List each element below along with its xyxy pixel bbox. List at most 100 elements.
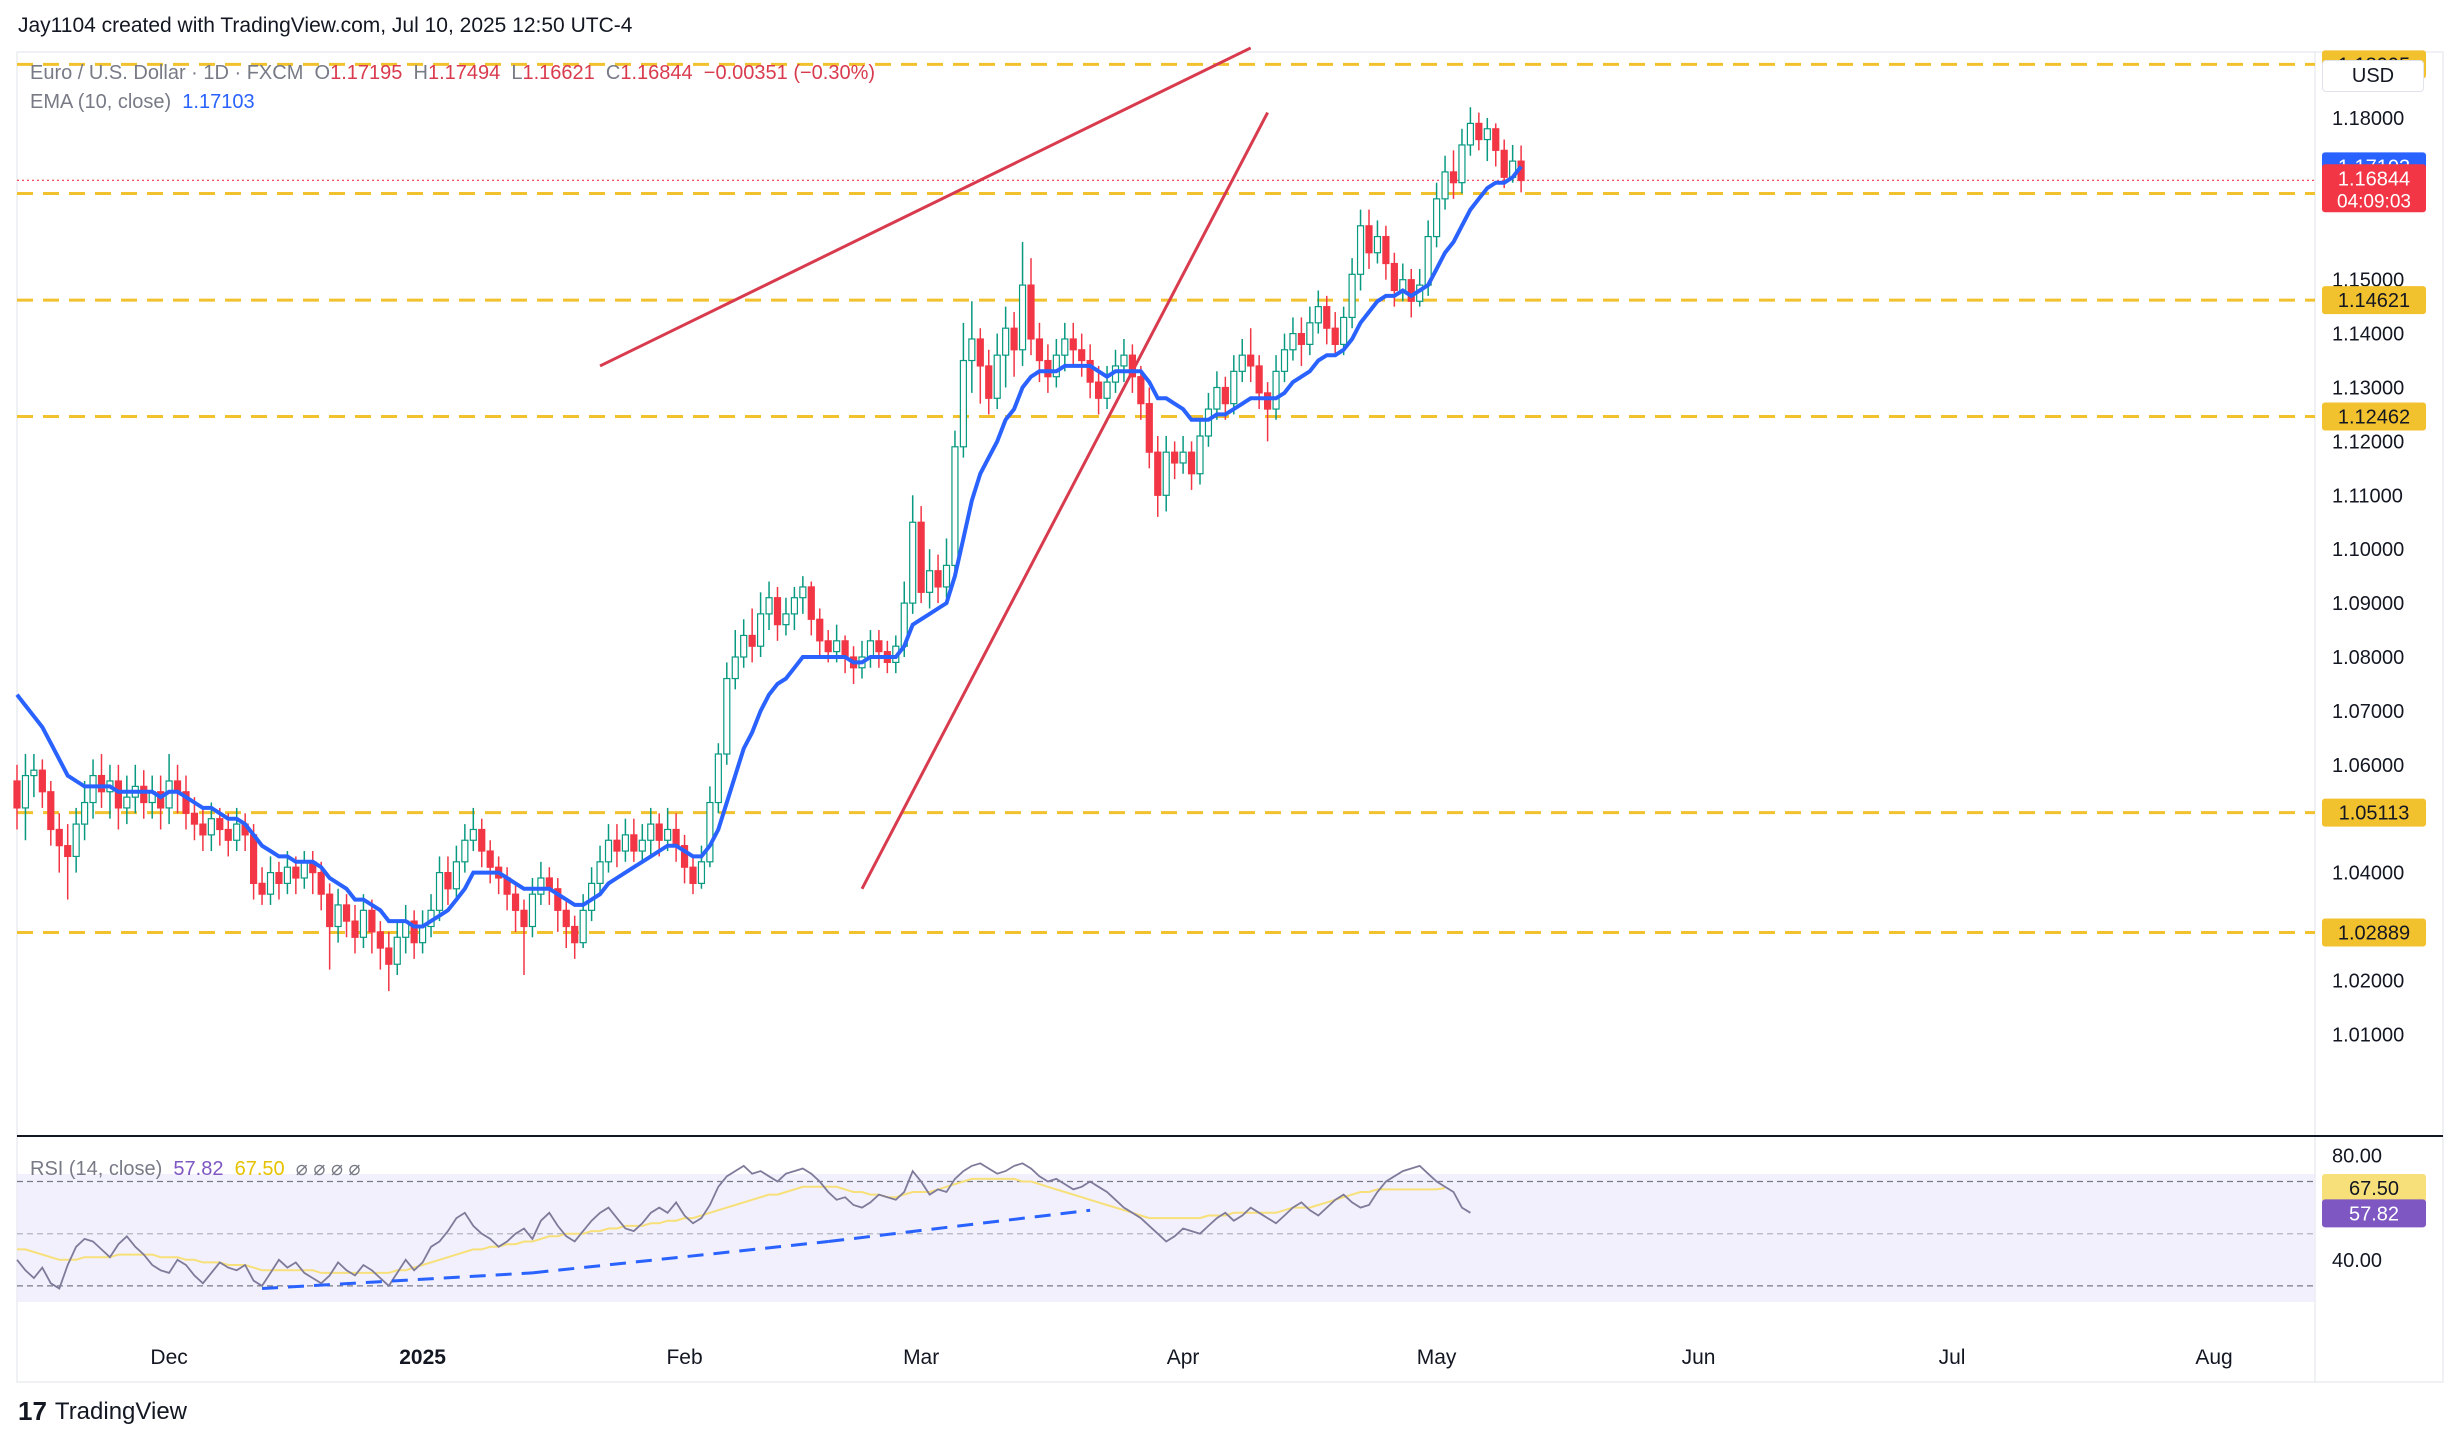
candle-body [917, 521, 925, 593]
candle-body [1458, 144, 1466, 184]
ema-value: 1.17103 [182, 91, 255, 113]
candle-body [1213, 386, 1221, 410]
candle-body [224, 828, 232, 841]
candle-body [486, 850, 494, 868]
candle-body [190, 812, 199, 825]
price-tick-label: 1.09000 [2332, 593, 2404, 615]
candle-body [621, 834, 630, 852]
candle-body [47, 791, 55, 831]
candle-body [613, 839, 621, 852]
price-tick-label: 1.04000 [2332, 863, 2404, 885]
ema-legend[interactable]: EMA (10, close) 1.17103 [30, 91, 255, 114]
candle-body [1340, 316, 1348, 345]
candle-body [266, 871, 275, 895]
candle-body [756, 613, 765, 647]
candle-body [207, 818, 215, 836]
candle-body [528, 893, 537, 928]
rsi-extra: ⌀ ⌀ ⌀ ⌀ [295, 1158, 361, 1180]
close-value: 1.16844 [620, 62, 693, 84]
footer[interactable]: 17 TradingView [18, 1396, 187, 1427]
rsi-label: RSI (14, close) [30, 1158, 163, 1180]
candle-body [1044, 359, 1052, 378]
candle-body [1390, 262, 1398, 292]
candle-body [672, 828, 680, 847]
price-tick-label: 1.11000 [2332, 485, 2403, 507]
candle-body [21, 774, 30, 809]
candle-body [1483, 128, 1491, 141]
candle-body [342, 904, 351, 922]
candle-body [1103, 381, 1111, 399]
candle-body [351, 920, 359, 938]
rsi-legend[interactable]: RSI (14, close) 57.82 67.50 ⌀ ⌀ ⌀ ⌀ [30, 1156, 361, 1181]
candle-body [1432, 198, 1441, 238]
candle-body [157, 791, 165, 809]
candle-body [452, 861, 460, 890]
candle-body [985, 365, 993, 399]
candle-body [790, 597, 799, 615]
candle-body [1128, 354, 1137, 378]
candle-body [630, 834, 638, 852]
rsi-value-tag-bg [2322, 1174, 2426, 1203]
candle-body [1061, 338, 1069, 356]
open-label: O [314, 62, 331, 84]
candle-body [1373, 235, 1382, 254]
candle-body [697, 861, 706, 884]
candle-body [1449, 171, 1458, 184]
candle-body [740, 634, 748, 658]
time-tick-label: Feb [666, 1346, 702, 1369]
candle-body [1162, 451, 1170, 496]
candle-body [520, 909, 528, 928]
symbol-legend[interactable]: Euro / U.S. Dollar · 1D · FXCM O1.17195 … [30, 62, 875, 85]
candle-body [1272, 370, 1280, 410]
candle-body [1407, 279, 1415, 302]
candle-body [250, 834, 258, 884]
tradingview-logo-icon: 17 [18, 1396, 47, 1426]
chart-border [16, 51, 2444, 1383]
time-tick-label: Mar [903, 1346, 939, 1369]
candle-body [664, 828, 672, 841]
candle-body [1382, 235, 1390, 265]
candle-body [64, 845, 72, 858]
candle-body [748, 634, 756, 647]
candle-body [1314, 306, 1322, 324]
candle-body [773, 597, 782, 626]
rsi-trendline [828, 1208, 1091, 1244]
candle-body [689, 866, 697, 884]
candle-body [1145, 403, 1153, 453]
candle-body [1247, 354, 1255, 367]
candle-body [1221, 386, 1229, 405]
last-price-tag: 1.16844 [2338, 168, 2410, 190]
candle-body [368, 909, 376, 933]
time-tick-label: Jun [1682, 1346, 1716, 1369]
candle-body [1027, 284, 1035, 340]
candle-body [334, 904, 342, 928]
candle-body [875, 640, 883, 653]
candle-body [782, 613, 790, 626]
level-price-tag-bg [2322, 402, 2426, 431]
time-tick-label: 2025 [399, 1346, 446, 1369]
rsi-trendline [532, 1240, 829, 1275]
level-price-tag: 1.12462 [2338, 406, 2410, 428]
last-price-tag-bg [2322, 164, 2426, 213]
candle-body [1204, 408, 1213, 437]
low-value: 1.16621 [522, 62, 595, 84]
rsi-value: 57.82 [173, 1158, 224, 1180]
candle-body [731, 656, 739, 680]
candle-body [655, 823, 663, 841]
candle-body [1365, 225, 1373, 254]
candle-body [1475, 122, 1483, 141]
candle-body [419, 925, 427, 944]
price-tick-label: 1.14000 [2332, 324, 2404, 346]
time-tick-label: Apr [1167, 1346, 1200, 1369]
candle-body [1230, 370, 1238, 405]
candle-body [1018, 284, 1027, 351]
candle-body [1187, 451, 1196, 475]
wedge-trendline-1 [860, 111, 1269, 890]
price-tick-label: 1.02000 [2332, 970, 2404, 992]
candle-body [571, 925, 579, 944]
currency-selector[interactable]: USD [2322, 60, 2424, 92]
candle-body [596, 861, 604, 884]
candle-body [1238, 354, 1246, 372]
rsi-tick-label: 40.00 [2332, 1250, 2382, 1272]
